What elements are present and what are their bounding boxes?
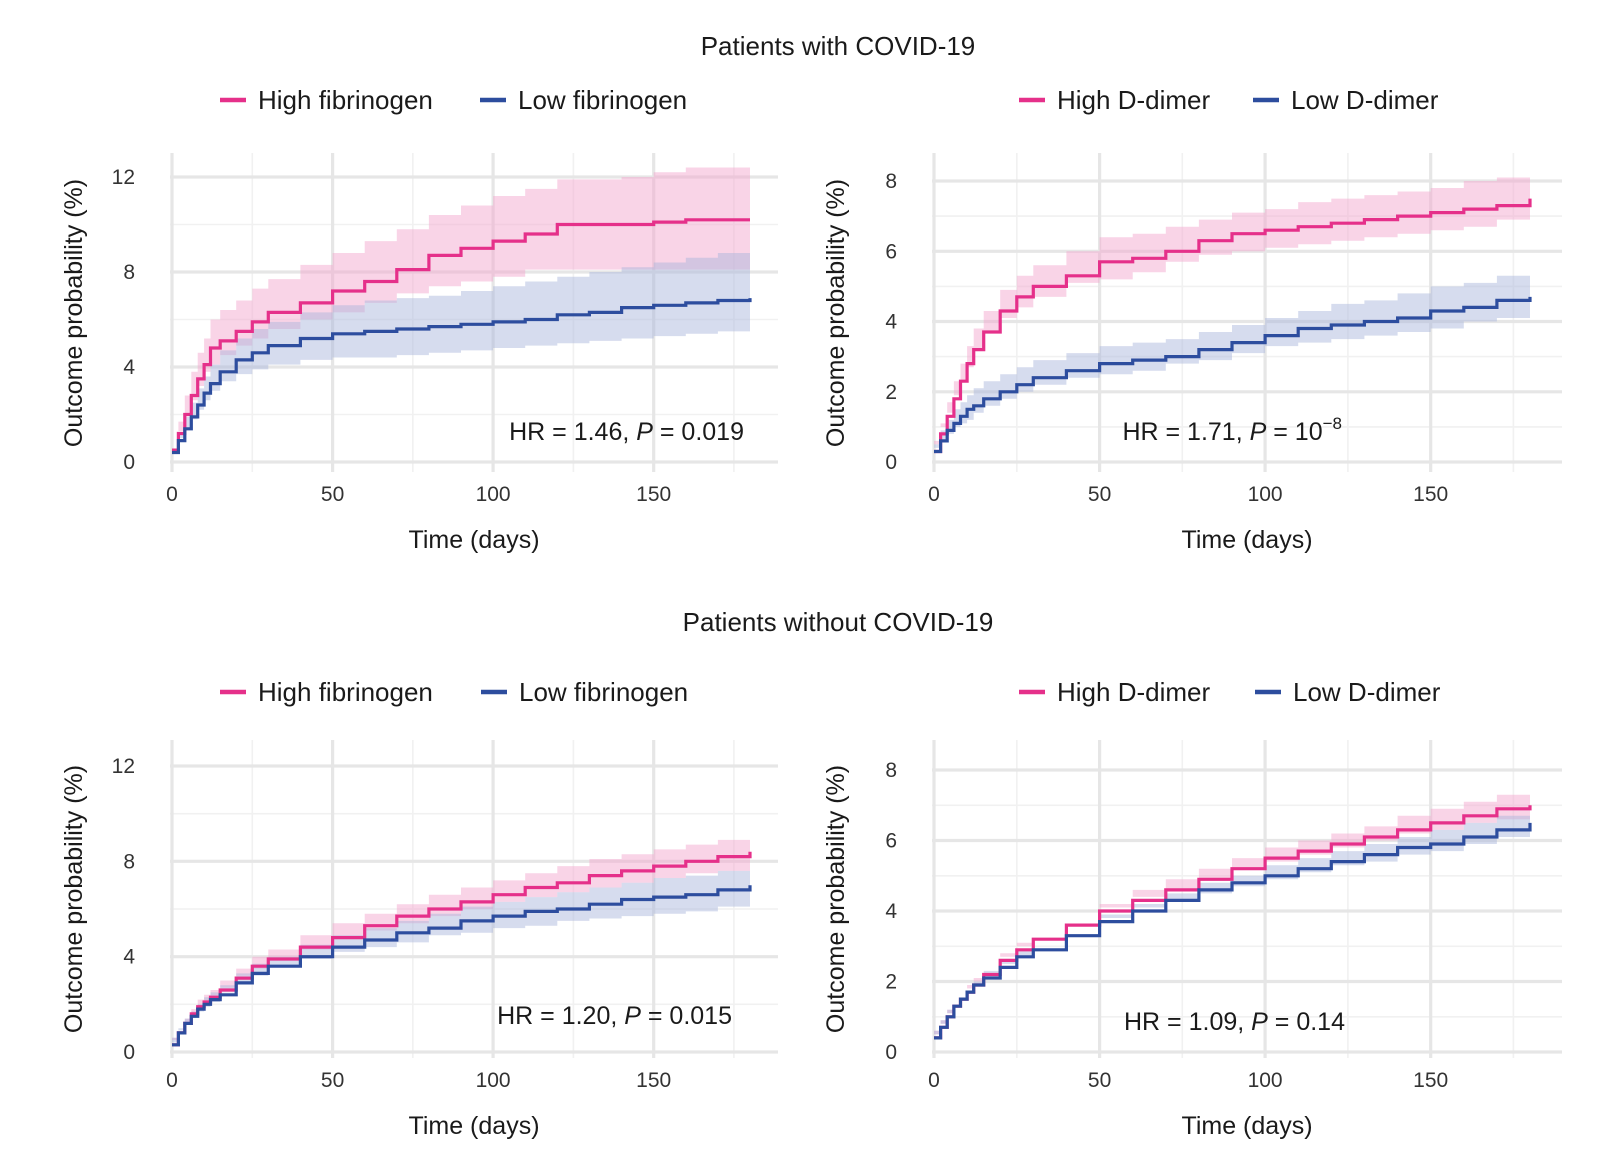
legend: High fibrinogen Low fibrinogen (220, 677, 688, 707)
legend: High fibrinogen Low fibrinogen (220, 85, 687, 115)
y-tick-label: 12 (112, 755, 135, 778)
ci-band-high (172, 167, 750, 455)
hr-text: HR = 1.20, (497, 1002, 624, 1030)
section-title-covid: Patients with COVID-19 (701, 31, 976, 61)
x-axis-label: Time (days) (1181, 526, 1312, 554)
p-symbol: P (636, 418, 653, 446)
y-tick-label: 6 (885, 830, 897, 853)
hr-annotation: HR = 1.46, P = 0.019 (509, 418, 744, 446)
x-axis-label: Time (days) (1181, 1112, 1312, 1140)
y-tick-label: 2 (885, 971, 897, 994)
gridlines (170, 153, 778, 472)
ci-band-high (934, 170, 1530, 455)
ci-band-low (934, 268, 1530, 455)
legend-label: Low fibrinogen (519, 677, 688, 707)
y-tick-label: 4 (123, 946, 135, 969)
x-tick-label: 150 (636, 483, 671, 506)
x-axis-label: Time (days) (408, 526, 539, 554)
chart-panel-1: 0 50 100 150 0 4 8 12 Time (days) Outcome probabi… (60, 85, 778, 554)
x-tick-label: 50 (321, 483, 344, 506)
x-tick-label: 0 (166, 1069, 178, 1092)
x-tick-label: 50 (1088, 1069, 1111, 1092)
series-line-high (172, 218, 750, 452)
series-line-low (172, 298, 752, 455)
series-line-low (172, 885, 752, 1047)
x-tick-label: 150 (1413, 483, 1448, 506)
chart-panel-2: 0 50 100 150 0 2 4 6 8 Time (days) Outcome probabi… (822, 85, 1562, 554)
ci-band-low (172, 866, 750, 1048)
x-tick-label: 0 (928, 1069, 940, 1092)
legend-label: High D-dimer (1057, 677, 1210, 707)
y-axis-label: Outcome probability (%) (822, 765, 850, 1033)
hr-text: HR = 1.46, (509, 418, 636, 446)
y-axis-label: Outcome probability (%) (60, 179, 88, 447)
legend-label: High fibrinogen (258, 85, 433, 115)
legend-label: Low fibrinogen (518, 85, 687, 115)
p-value: = 0.14 (1268, 1008, 1345, 1036)
x-tick-label: 150 (636, 1069, 671, 1092)
y-tick-label: 8 (123, 261, 135, 284)
hr-annotation: HR = 1.20, P = 0.015 (497, 1002, 732, 1030)
legend: High D-dimer Low D-dimer (1019, 85, 1439, 115)
y-tick-label: 0 (885, 1041, 897, 1064)
ci-band-high (172, 832, 750, 1048)
x-tick-label: 100 (1248, 1069, 1283, 1092)
chart-panel-3: 0 50 100 150 0 4 8 12 Time (days) Outcome probabi… (60, 677, 778, 1140)
x-tick-label: 0 (928, 483, 940, 506)
hr-text: HR = 1.71, (1122, 418, 1249, 446)
y-axis-label: Outcome probability (%) (822, 179, 850, 447)
hr-annotation: HR = 1.71, P = 10−8 (1122, 414, 1342, 446)
x-tick-label: 150 (1413, 1069, 1448, 1092)
y-axis-label: Outcome probability (%) (60, 765, 88, 1033)
legend-label: High D-dimer (1057, 85, 1210, 115)
legend: High D-dimer Low D-dimer (1019, 677, 1441, 707)
y-tick-label: 4 (885, 311, 897, 334)
hr-annotation: HR = 1.09, P = 0.14 (1124, 1008, 1345, 1036)
gridlines (170, 740, 778, 1058)
y-tick-label: 4 (885, 900, 897, 923)
x-tick-label: 100 (476, 483, 511, 506)
y-tick-label: 0 (123, 451, 135, 474)
x-tick-label: 50 (1088, 483, 1111, 506)
y-tick-label: 12 (112, 166, 135, 189)
hr-text: HR = 1.09, (1124, 1008, 1251, 1036)
legend-label: Low D-dimer (1291, 85, 1439, 115)
p-symbol: P (1250, 418, 1267, 446)
x-tick-label: 100 (476, 1069, 511, 1092)
y-tick-label: 8 (885, 170, 897, 193)
section-title-noncovid: Patients without COVID-19 (683, 607, 994, 637)
p-exponent: −8 (1323, 414, 1342, 433)
p-symbol: P (1251, 1008, 1268, 1036)
series-line-high (934, 198, 1532, 454)
y-tick-label: 4 (123, 356, 135, 379)
y-tick-label: 0 (885, 451, 897, 474)
p-symbol: P (624, 1002, 641, 1030)
x-tick-label: 0 (166, 483, 178, 506)
p-value: = 0.019 (653, 418, 744, 446)
y-tick-label: 0 (123, 1041, 135, 1064)
y-tick-label: 8 (123, 850, 135, 873)
series-line-high (172, 851, 752, 1047)
ci-band-low (172, 250, 750, 455)
x-tick-label: 50 (321, 1069, 344, 1092)
chart-panel-4: 0 50 100 150 0 2 4 6 8 Time (days) Outcome probabi… (822, 677, 1562, 1140)
p-value: = 10 (1266, 418, 1322, 446)
y-tick-label: 6 (885, 240, 897, 263)
y-tick-label: 2 (885, 381, 897, 404)
x-tick-label: 100 (1248, 483, 1283, 506)
panels: 0 50 100 150 0 4 8 12 Time (days) Outcome probabi… (60, 85, 1562, 1140)
y-tick-label: 8 (885, 759, 897, 782)
series-line-low (934, 822, 1532, 1040)
ci-band-low (934, 808, 1530, 1042)
legend-label: Low D-dimer (1293, 677, 1441, 707)
p-value: = 0.015 (641, 1002, 732, 1030)
gridlines (932, 153, 1562, 472)
ci-band-high (934, 787, 1530, 1042)
series-line-low (934, 296, 1532, 454)
legend-label: High fibrinogen (258, 677, 433, 707)
gridlines (932, 740, 1562, 1058)
x-axis-label: Time (days) (408, 1112, 539, 1140)
